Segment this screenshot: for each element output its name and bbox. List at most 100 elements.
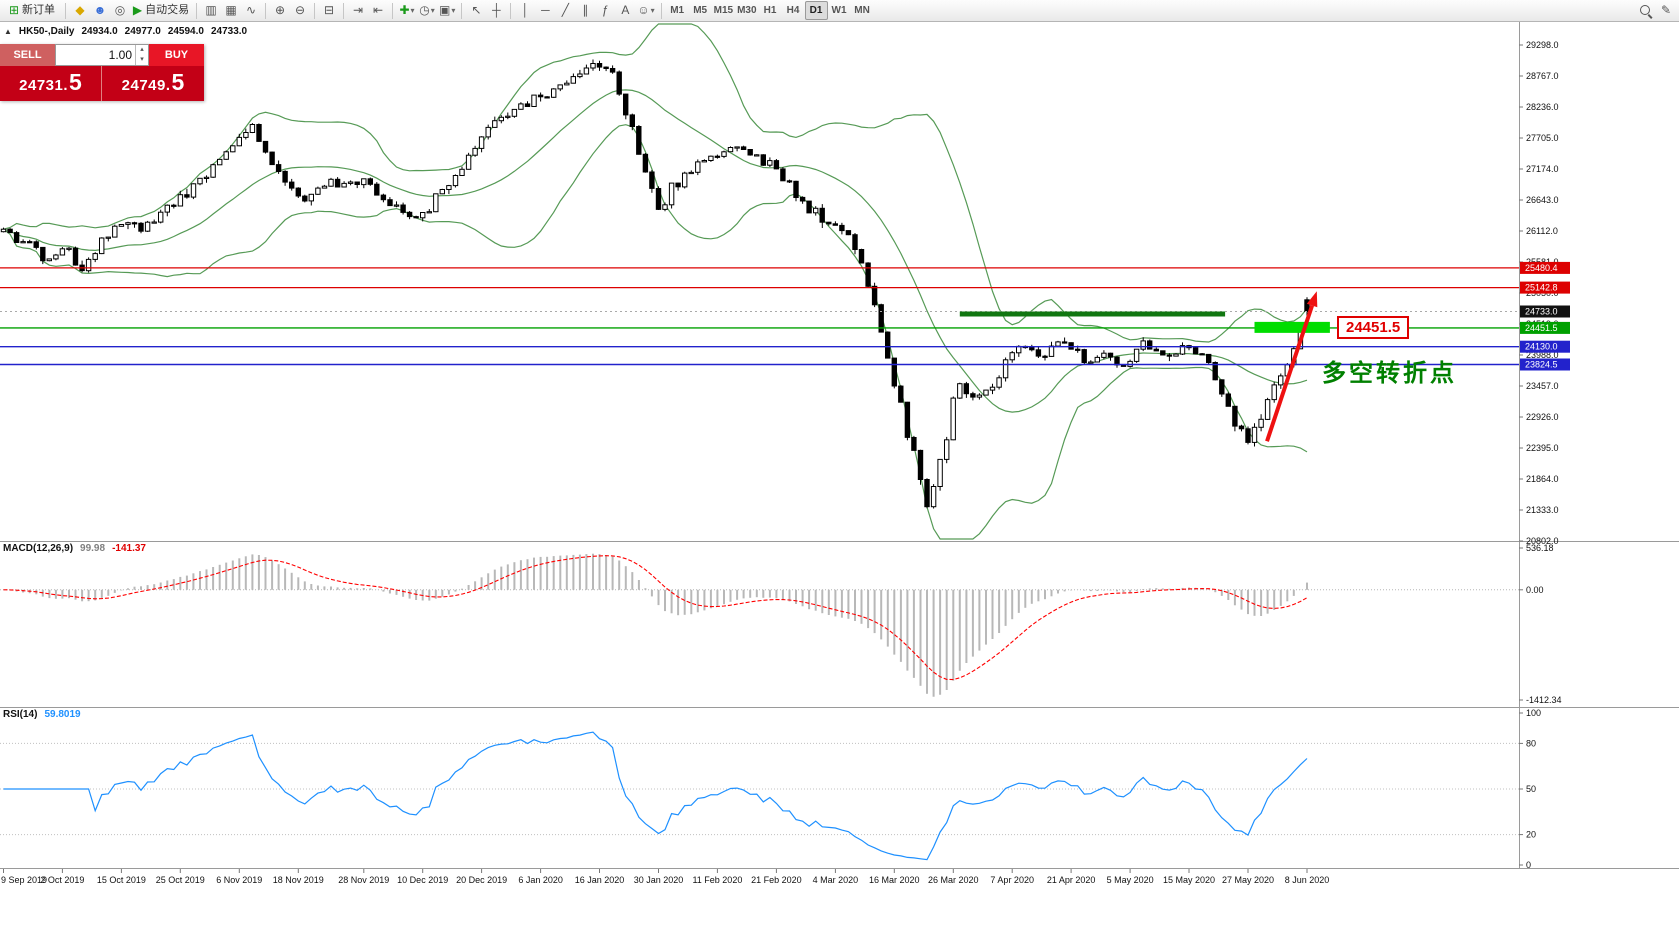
svg-text:27 May 2020: 27 May 2020 [1222, 875, 1274, 885]
zoom-in-icon[interactable]: ⊕ [274, 3, 286, 17]
new-order-button[interactable]: ⊞ 新订单 [3, 1, 61, 20]
buy-button[interactable]: BUY [149, 44, 204, 66]
svg-text:28767.0: 28767.0 [1526, 71, 1559, 81]
price-chart-canvas[interactable]: 29298.0 28767.0 28236.0 27705.0 27174.0 26643… [0, 22, 1679, 943]
horizontal-line-tool-icon[interactable]: ─ [541, 3, 550, 17]
panel-resize-handle[interactable] [0, 539, 1679, 544]
text-tool-icon[interactable]: A [621, 3, 630, 17]
arrows-tool-button[interactable]: ☺ ▾ [635, 1, 656, 20]
svg-text:28 Nov 2019: 28 Nov 2019 [338, 875, 389, 885]
timeframe-button-m30[interactable]: M30 [737, 5, 757, 16]
channel-tool-icon[interactable]: ∥ [582, 3, 589, 17]
timeframe-button-m5[interactable]: M5 [693, 5, 708, 16]
volume-value[interactable]: 1.00 [108, 48, 132, 62]
toolbar-separator [314, 2, 315, 19]
svg-text:4 Mar 2020: 4 Mar 2020 [813, 875, 859, 885]
timeframe-button-m15[interactable]: M15 [713, 5, 734, 16]
svg-text:27174.0: 27174.0 [1526, 164, 1559, 174]
metaeditor-icon[interactable]: ◆ [75, 3, 85, 17]
oneclick-collapse-icon[interactable]: ▲ [4, 27, 12, 36]
rsi-header: RSI(14) 59.8019 [3, 709, 81, 720]
symbol-period-label: HK50-,Daily [18, 26, 75, 37]
arrows-tool-icon: ☺ [637, 3, 650, 17]
svg-text:21333.0: 21333.0 [1526, 505, 1559, 515]
sell-price-pip: 5 [69, 69, 82, 95]
svg-text:16 Mar 2020: 16 Mar 2020 [869, 875, 920, 885]
tile-windows-icon[interactable]: ⊟ [323, 3, 335, 17]
svg-text:24451.5: 24451.5 [1525, 323, 1558, 333]
svg-text:20: 20 [1526, 830, 1536, 840]
line-chart-icon[interactable]: ∿ [245, 3, 257, 17]
panel-frame [0, 22, 1679, 869]
svg-text:23824.5: 23824.5 [1525, 360, 1558, 370]
candlestick-chart-icon[interactable]: ▦ [225, 3, 237, 17]
chevron-down-icon: ▾ [650, 6, 655, 15]
sell-price[interactable]: 24731. 5 [0, 66, 102, 101]
svg-text:-1412.34: -1412.34 [1526, 695, 1562, 705]
timeframe-button-m1[interactable]: M1 [670, 5, 685, 16]
indicators-icon: ✚ [399, 3, 410, 17]
timeframe-button-d1[interactable]: D1 [804, 1, 828, 20]
edit-icon[interactable]: ✎ [1660, 3, 1672, 17]
trend-arrow[interactable] [1265, 291, 1318, 442]
chart-shift-icon[interactable]: ⇤ [372, 3, 384, 17]
toolbar-separator [65, 2, 66, 19]
price-annotation-label[interactable]: 24451.5 [1337, 316, 1410, 339]
sell-button[interactable]: SELL [0, 44, 55, 66]
macd-header: MACD(12,26,9) 99.98 -141.37 [3, 543, 146, 554]
toolbar-separator [343, 2, 344, 19]
toolbar-separator [510, 2, 512, 19]
price-badges: 25480.4 25142.8 24733.0 24451.5 24130.0 23824… [1520, 261, 1570, 371]
community-icon[interactable]: ◎ [114, 3, 126, 17]
timeframe-button-w1[interactable]: W1 [831, 5, 847, 16]
rsi-axis: 100 80 50 20 0 [1519, 708, 1541, 870]
periods-button[interactable]: ◷ ▾ [417, 1, 437, 20]
svg-text:26112.0: 26112.0 [1526, 226, 1558, 236]
turning-point-annotation[interactable]: 多空转折点 [1322, 360, 1457, 387]
svg-text:9 Sep 2019: 9 Sep 2019 [1, 875, 47, 885]
fibonacci-tool-icon[interactable]: ƒ [602, 3, 609, 17]
timeframe-toolbar: M1 M5 M15 M30 H1 H4 D1 W1 MN [666, 1, 874, 20]
svg-text:10 Dec 2019: 10 Dec 2019 [397, 875, 448, 885]
volume-spinner: ▴ ▾ [135, 45, 148, 65]
vertical-line-tool-icon[interactable]: │ [521, 3, 530, 17]
autotrading-button[interactable]: ▶ 自动交易 [130, 1, 192, 20]
chevron-down-icon: ▾ [410, 6, 415, 15]
svg-text:27705.0: 27705.0 [1526, 133, 1559, 143]
svg-text:29298.0: 29298.0 [1526, 40, 1559, 50]
svg-text:22395.0: 22395.0 [1526, 443, 1559, 453]
ohlc-close: 24733.0 [210, 26, 248, 37]
svg-text:25480.4: 25480.4 [1525, 263, 1558, 273]
panel-resize-handle[interactable] [0, 866, 1679, 871]
crosshair-icon[interactable]: ┼ [492, 3, 501, 17]
candlestick-series [0, 59, 1310, 509]
bar-chart-icon[interactable]: ▥ [205, 3, 217, 17]
svg-text:26643.0: 26643.0 [1526, 195, 1559, 205]
svg-text:5 May 2020: 5 May 2020 [1107, 875, 1154, 885]
chart-title: ▲ HK50-,Daily 24934.0 24977.0 24594.0 24… [4, 26, 247, 37]
spinner-up-icon[interactable]: ▴ [140, 46, 144, 53]
spinner-down-icon[interactable]: ▾ [140, 56, 144, 63]
timeframe-button-h4[interactable]: H4 [786, 5, 800, 16]
toolbar-separator [392, 2, 393, 19]
macd-main-value: 99.98 [80, 543, 106, 554]
indicators-button[interactable]: ✚ ▾ [397, 1, 417, 20]
profile-icon[interactable]: ☻ [93, 3, 107, 17]
one-click-trading-panel: SELL 1.00 ▴ ▾ BUY 24731. 5 24749. 5 [0, 44, 204, 101]
search-icon[interactable] [1636, 1, 1656, 20]
svg-text:11 Feb 2020: 11 Feb 2020 [692, 875, 742, 885]
chevron-down-icon: ▾ [430, 6, 435, 15]
zoom-out-icon[interactable]: ⊖ [294, 3, 306, 17]
cursor-icon[interactable]: ↖ [471, 3, 482, 17]
panel-resize-handle[interactable] [0, 705, 1679, 710]
svg-text:16 Jan 2020: 16 Jan 2020 [575, 875, 625, 885]
buy-price[interactable]: 24749. 5 [102, 66, 204, 101]
timeframe-button-mn[interactable]: MN [854, 5, 870, 16]
auto-scroll-icon[interactable]: ⇥ [352, 3, 364, 17]
volume-stepper[interactable]: 1.00 ▴ ▾ [55, 44, 149, 66]
svg-text:7 Apr 2020: 7 Apr 2020 [990, 875, 1034, 885]
templates-button[interactable]: ▣ ▾ [437, 1, 457, 20]
timeframe-button-h1[interactable]: H1 [763, 5, 777, 16]
trendline-tool-icon[interactable]: ╱ [561, 3, 569, 17]
buy-price-pip: 5 [171, 69, 185, 95]
